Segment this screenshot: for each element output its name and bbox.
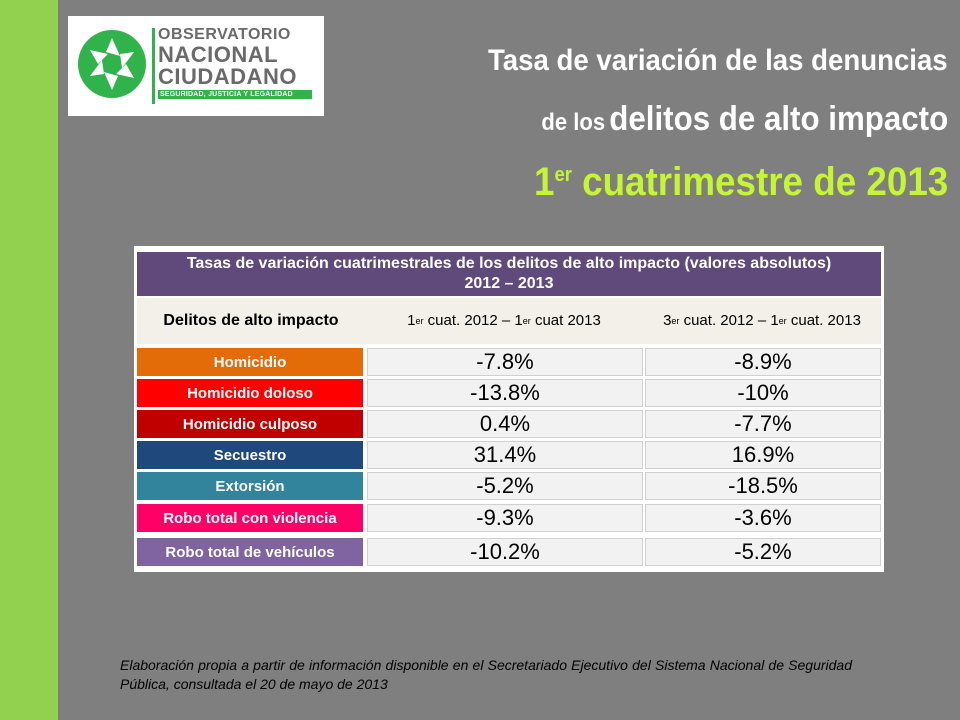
column-header-crimes: Delitos de alto impacto (163, 312, 339, 329)
value-period2: -18.5% (645, 472, 881, 500)
table-row: Robo total de vehículos -10.2% -5.2% (137, 538, 881, 566)
table-row: Homicidio -7.8% -8.9% (137, 348, 881, 376)
col2-part-b: cuat. 2012 – 1 (679, 312, 779, 329)
subtitle-number: 1 (533, 160, 555, 204)
table-row: Extorsión -5.2% -18.5% (137, 472, 881, 500)
logo-wordmark: OBSERVATORIO NACIONAL CIUDADANO SEGURIDA… (158, 26, 312, 99)
observatorio-logo: OBSERVATORIO NACIONAL CIUDADANO SEGURIDA… (68, 16, 324, 116)
value-period1: 0.4% (367, 410, 643, 438)
table-row: Homicidio doloso -13.8% -10% (137, 379, 881, 407)
aperture-logo-icon (78, 30, 146, 98)
col2-part-a: 3 (663, 312, 672, 329)
title-line2-big: delitos de alto impacto (609, 100, 948, 138)
table-row: Robo total con violencia -9.3% -3.6% (137, 504, 881, 532)
table-row: Secuestro 31.4% 16.9% (137, 441, 881, 469)
col1-part-b: cuat. 2012 – 1 (423, 312, 523, 329)
logo-line-observatorio: OBSERVATORIO (158, 26, 291, 43)
col2-part-c: cuat. 2013 (786, 312, 861, 329)
variation-table: Tasas de variación cuatrimestrales de lo… (134, 246, 884, 572)
value-period1: -13.8% (367, 379, 643, 407)
logo-divider (152, 28, 155, 104)
value-period1: -9.3% (367, 504, 643, 532)
col1-part-c: cuat 2013 (530, 312, 601, 329)
value-period2: -8.9% (645, 348, 881, 376)
col2-sup2: er (778, 316, 787, 326)
table-title-line1: Tasas de variación cuatrimestrales de lo… (186, 255, 832, 272)
value-period2: 16.9% (645, 441, 881, 469)
crime-label: Extorsión (137, 472, 363, 500)
crime-label: Homicidio doloso (137, 379, 363, 407)
logo-tagline: SEGURIDAD, JUSTICIA Y LEGALIDAD (158, 90, 312, 99)
column-header-period1: 1er cuat. 2012 – 1er cuat 2013 (365, 298, 643, 344)
logo-line-ciudadano: CIUDADANO (158, 64, 297, 89)
slide-title-line1: Tasa de variación de las denuncias (488, 44, 948, 77)
value-period2: -7.7% (645, 410, 881, 438)
subtitle-rest: cuatrimestre de 2013 (571, 160, 948, 204)
slide-title-line2: de los delitos de alto impacto (541, 100, 948, 139)
crime-label: Robo total de vehículos (137, 538, 363, 566)
crime-label: Homicidio (137, 348, 363, 376)
value-period2: -10% (645, 379, 881, 407)
column-header-period2: 3er cuat. 2012 – 1er cuat. 2013 (643, 298, 881, 344)
crime-label: Homicidio culposo (137, 410, 363, 438)
crime-label: Secuestro (137, 441, 363, 469)
value-period1: -5.2% (367, 472, 643, 500)
col1-sup2: er (522, 316, 531, 326)
side-accent-bar (0, 0, 58, 720)
value-period1: 31.4% (367, 441, 643, 469)
title-line2-small: de los (541, 109, 605, 136)
logo-line-nacional: NACIONAL (158, 42, 279, 67)
value-period2: -5.2% (645, 538, 881, 566)
table-row: Homicidio culposo 0.4% -7.7% (137, 410, 881, 438)
col1-sup: er (415, 316, 424, 326)
value-period1: -7.8% (367, 348, 643, 376)
col1-part-a: 1 (407, 312, 416, 329)
subtitle-ordinal: er (554, 164, 572, 186)
value-period1: -10.2% (367, 538, 643, 566)
table-column-headers: Delitos de alto impacto 1er cuat. 2012 –… (137, 298, 881, 344)
source-footnote: Elaboración propia a partir de informaci… (120, 657, 852, 692)
slide-subtitle: 1er cuatrimestre de 2013 (534, 160, 948, 205)
crime-label: Robo total con violencia (137, 504, 363, 532)
table-title: Tasas de variación cuatrimestrales de lo… (137, 252, 881, 296)
col2-sup: er (671, 316, 680, 326)
table-title-line2: 2012 – 2013 (464, 275, 554, 292)
value-period2: -3.6% (645, 504, 881, 532)
